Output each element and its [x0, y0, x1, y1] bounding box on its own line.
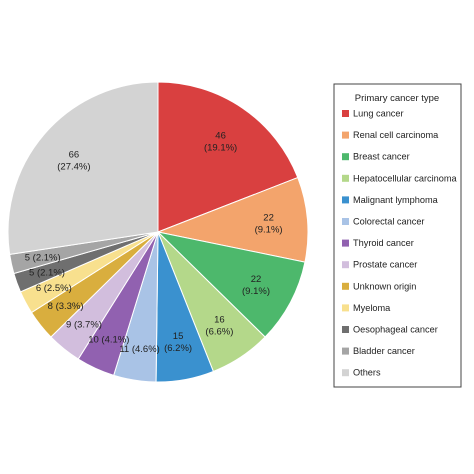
slice-value-label: 66 [69, 150, 80, 161]
legend-label: Thyroid cancer [353, 238, 414, 248]
legend-swatch [342, 261, 349, 269]
legend-swatch [342, 239, 349, 247]
legend-label: Renal cell carcinoma [353, 130, 439, 140]
slice-percent-label: (27.4%) [57, 162, 90, 173]
slice-label: 5 (2.1%) [29, 268, 65, 279]
slice-value-label: 15 [173, 331, 184, 342]
legend-swatch [342, 369, 349, 377]
pie-slice [157, 81, 299, 233]
legend-label: Myeloma [353, 303, 391, 313]
legend-label: Prostate cancer [353, 260, 417, 270]
slice-percent-label: (6.2%) [164, 343, 192, 354]
slice-label: 5 (2.1%) [25, 253, 61, 264]
legend: Primary cancer type Lung cancer Renal cel… [333, 83, 462, 388]
slice-label: 11 (4.6%) [119, 344, 159, 355]
legend-label: Unknown origin [353, 281, 416, 291]
legend-label: Lung cancer [353, 109, 404, 119]
slice-percent-label: (9.1%) [255, 225, 283, 236]
legend-label: Colorectal cancer [353, 217, 425, 227]
legend-items: Lung cancer Renal cell carcinoma Breast ca… [342, 109, 458, 378]
legend-swatch [342, 110, 349, 117]
slice-value-label: 16 [214, 314, 225, 325]
legend-label: Hepatocellular carcinoma [353, 173, 458, 183]
slice-value-label: 22 [263, 213, 274, 224]
slice-label: 9 (3.7%) [66, 319, 102, 330]
legend-label: Bladder cancer [353, 346, 415, 356]
legend-box [333, 83, 462, 388]
legend-label: Breast cancer [353, 152, 410, 162]
legend-swatch [342, 347, 349, 355]
slice-percent-label: (6.6%) [205, 326, 233, 337]
slice-value-label: 22 [251, 274, 262, 285]
legend-swatch [342, 196, 349, 204]
slice-labels: 46(19.1%)22(9.1%)22(9.1%)16(6.6%)15(6.2%… [25, 130, 283, 355]
legend-swatch [342, 326, 349, 333]
legend-swatch [342, 218, 349, 225]
legend-swatch [342, 131, 349, 139]
slice-label: 6 (2.5%) [36, 283, 72, 294]
legend-swatch [342, 304, 349, 312]
slice-percent-label: (19.1%) [204, 142, 237, 153]
legend-swatch [342, 174, 349, 182]
slice-label: 8 (3.3%) [48, 301, 84, 312]
pie-slices [7, 81, 309, 383]
slice-label: 10 (4.1%) [88, 335, 129, 346]
slice-percent-label: (9.1%) [242, 286, 270, 297]
pie-slice [156, 231, 306, 338]
legend-swatch [342, 282, 349, 290]
legend-label: Others [353, 368, 381, 378]
slice-value-label: 46 [215, 130, 226, 141]
legend-label: Malignant lymphoma [353, 195, 439, 205]
legend-title: Primary cancer type [355, 93, 439, 104]
pie-slice [156, 176, 309, 263]
pie-slice [7, 81, 159, 255]
legend-label: Oesophageal cancer [353, 325, 438, 335]
legend-swatch [342, 153, 349, 161]
